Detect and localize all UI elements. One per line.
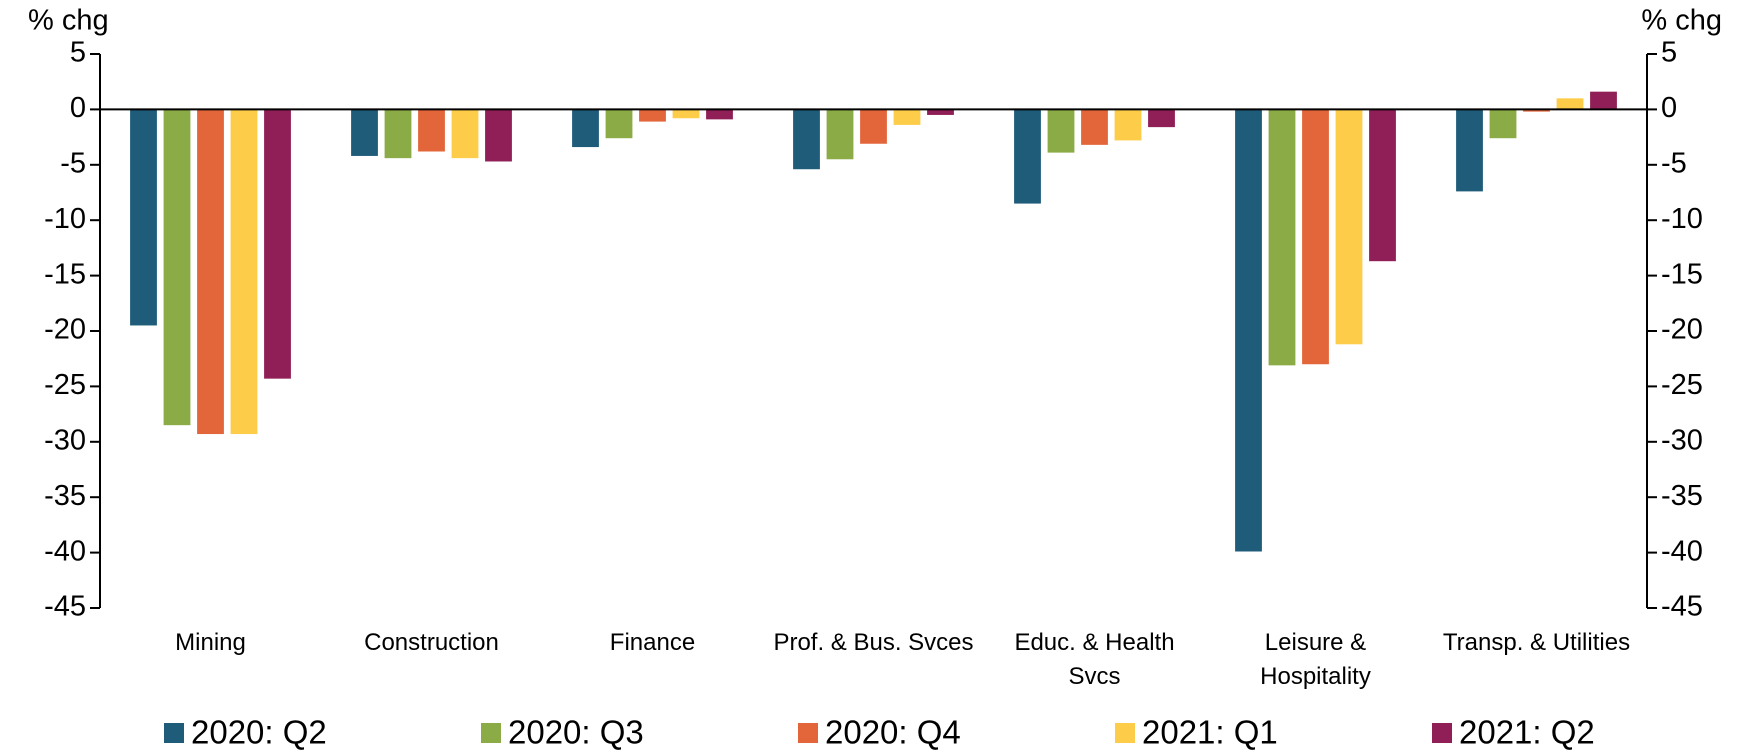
y2-tick-label: -45 (1661, 591, 1703, 623)
y2-tick-label: -40 (1661, 535, 1703, 567)
x-tick-label: Educ. & Health Svcs (1014, 629, 1175, 690)
bar (639, 109, 666, 122)
y2-axis-label: % chg (1641, 5, 1722, 37)
bar (451, 109, 479, 159)
legend-swatch (1115, 723, 1135, 743)
bar (1148, 109, 1175, 128)
bar (1047, 109, 1075, 153)
bar (1556, 98, 1584, 110)
y2-tick-label: -25 (1661, 369, 1703, 401)
bar (264, 109, 291, 379)
bar (1268, 109, 1296, 366)
y2-tick-label: -20 (1661, 314, 1703, 346)
bar (1523, 109, 1550, 112)
legend-label: 2021: Q1 (1142, 714, 1278, 751)
bar (826, 109, 854, 160)
bar (672, 109, 700, 119)
y-tick-label: -40 (44, 535, 86, 567)
x-tick-label: Construction (364, 629, 499, 656)
bar (927, 109, 954, 115)
legend-label: 2020: Q4 (825, 714, 961, 751)
bar (418, 109, 445, 152)
x-tick-label: Leisure & Hospitality (1260, 629, 1371, 690)
bar (1014, 109, 1041, 204)
bar (1456, 109, 1483, 192)
y-tick-label: -25 (44, 369, 86, 401)
bar (605, 109, 633, 139)
legend-label: 2020: Q2 (191, 714, 327, 751)
bar (1369, 109, 1396, 262)
bar (793, 109, 820, 170)
y-tick-label: 0 (70, 92, 86, 124)
bar (1081, 109, 1108, 145)
y-tick-label: 5 (70, 37, 86, 69)
bar (1489, 109, 1517, 139)
y2-tick-label: -30 (1661, 424, 1703, 456)
bar (860, 109, 887, 144)
bar (351, 109, 378, 156)
bar (1114, 109, 1142, 141)
y-tick-label: -5 (60, 147, 86, 179)
bar (384, 109, 412, 159)
x-tick-label: Mining (175, 629, 246, 656)
y2-tick-label: 5 (1661, 37, 1677, 69)
bar (230, 109, 258, 435)
bar (1335, 109, 1363, 345)
legend-swatch (164, 723, 184, 743)
legend-swatch (481, 723, 501, 743)
bar (1235, 109, 1262, 552)
y-tick-label: -45 (44, 591, 86, 623)
x-tick-label: Transp. & Utilities (1442, 629, 1631, 656)
bar (706, 109, 733, 120)
legend-swatch (1432, 723, 1452, 743)
legend-label: 2021: Q2 (1459, 714, 1595, 751)
bar (1590, 91, 1617, 110)
y2-tick-label: 0 (1661, 92, 1677, 124)
y2-tick-label: -10 (1661, 203, 1703, 235)
bar (485, 109, 512, 162)
bar (163, 109, 191, 426)
x-tick-label: Finance (609, 629, 696, 656)
x-tick-label: Prof. & Bus. Svces (773, 629, 974, 656)
y-tick-label: -30 (44, 424, 86, 456)
bar (130, 109, 157, 326)
y2-tick-label: -5 (1661, 147, 1687, 179)
bar (197, 109, 224, 435)
legend-label: 2020: Q3 (508, 714, 644, 751)
bar (1302, 109, 1329, 365)
y-tick-label: -35 (44, 480, 86, 512)
y-tick-label: -20 (44, 314, 86, 346)
y-axis-label: % chg (28, 5, 109, 37)
legend-swatch (798, 723, 818, 743)
bar (572, 109, 599, 148)
y2-tick-label: -35 (1661, 480, 1703, 512)
bar (893, 109, 921, 125)
y-tick-label: -15 (44, 258, 86, 290)
y2-tick-label: -15 (1661, 258, 1703, 290)
y-tick-label: -10 (44, 203, 86, 235)
